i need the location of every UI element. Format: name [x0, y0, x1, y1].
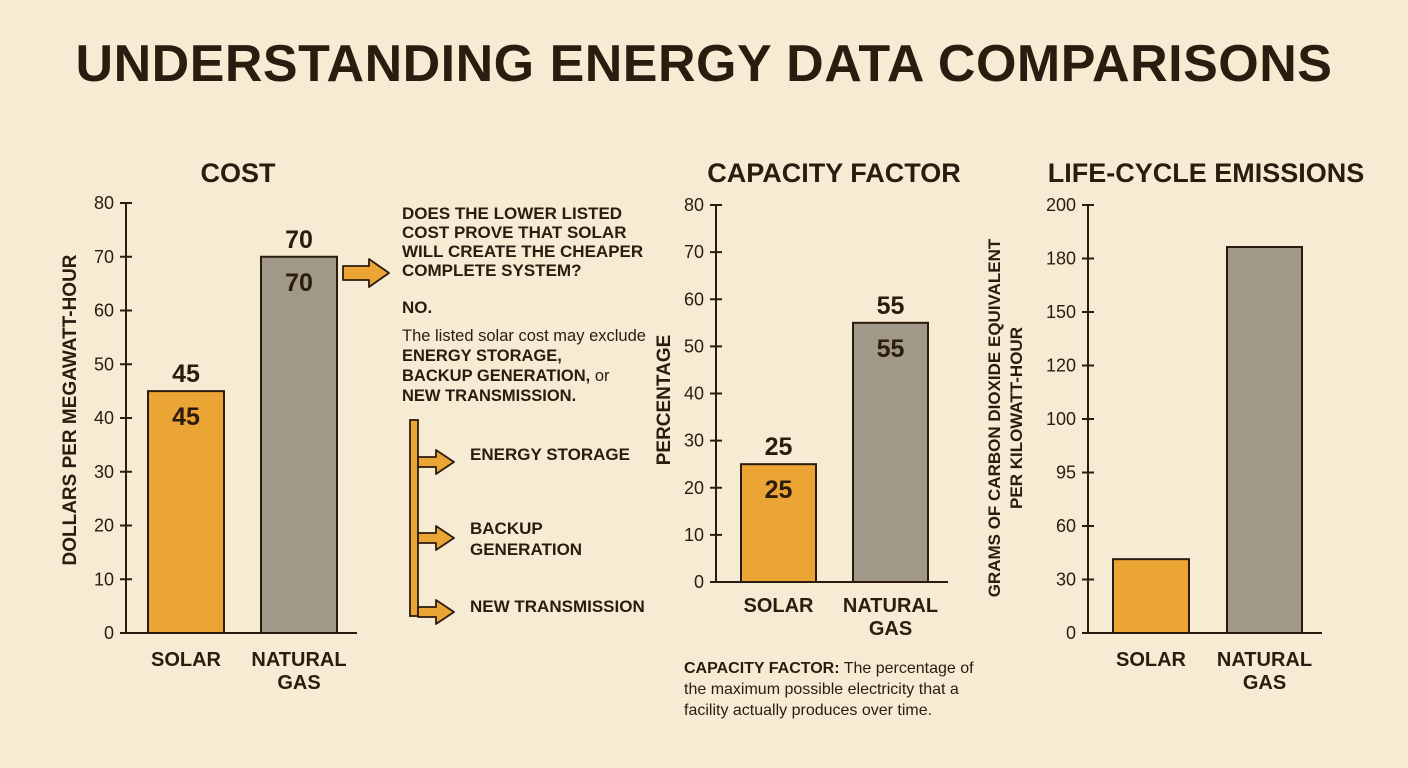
capacity-factor-bar-natural-gas: [852, 321, 929, 583]
cost-y-tick-label: 0: [104, 623, 114, 643]
cost-chart-title: COST: [200, 158, 276, 188]
callout-arrows: [342, 258, 455, 625]
emissions-y-tick-label: 95: [1056, 463, 1076, 483]
factor-item-new-transmission: NEW TRANSMISSION: [470, 597, 645, 616]
emissions-category-label-line: NATURAL: [1217, 649, 1312, 671]
cost-data-label-inside: 45: [172, 403, 200, 431]
cost-y-tick-label: 70: [94, 247, 114, 267]
emissions-y-tick-label: 180: [1046, 249, 1076, 269]
emissions-bar-solar: [1112, 558, 1190, 634]
arrow-right-icon: [417, 599, 455, 625]
capacity-factor-definition: CAPACITY FACTOR: The percentage of the m…: [684, 658, 984, 721]
capacity-factor-data-label-inside: 25: [765, 476, 793, 504]
emissions-y-tick-label: 200: [1046, 195, 1076, 215]
emissions-y-tick-label: 120: [1046, 356, 1076, 376]
callout-question: DOES THE LOWER LISTED COST PROVE THAT SO…: [402, 204, 644, 280]
capacity-factor-data-label-above: 55: [877, 292, 905, 320]
capacity-factor-y-axis-label: PERCENTAGE: [654, 335, 675, 466]
capacity-factor-data-label-inside: 55: [877, 335, 905, 363]
capacity-factor-category-label: NATURAL GAS: [843, 595, 938, 640]
factor-list: ENERGY STORAGE BACKUP GENERATION NEW TRA…: [404, 420, 654, 640]
cost-y-tick-label: 50: [94, 354, 114, 374]
capacity-factor-category-label-line: NATURAL: [843, 595, 938, 617]
arrow-right-icon: [417, 525, 455, 551]
callout-answer-bold-1: ENERGY STORAGE,: [402, 347, 562, 365]
cost-bar-natural-gas: [260, 255, 338, 634]
capacity-factor-chart-title: CAPACITY FACTOR: [707, 158, 961, 188]
cost-data-label-above: 45: [172, 360, 200, 388]
callout-answer-short: NO.: [402, 298, 433, 317]
connector-bar: [409, 419, 419, 617]
emissions-y-axis-label-line-2: PER KILOWATT-HOUR: [1007, 327, 1026, 509]
capacity-factor-y-tick-label: 70: [684, 242, 704, 262]
capacity-factor-y-tick-label: 30: [684, 431, 704, 451]
emissions-y-tick-label: 30: [1056, 570, 1076, 590]
emissions-category-label: NATURAL GAS: [1217, 649, 1312, 694]
callout-answer-bold-2: BACKUP GENERATION,: [402, 367, 591, 385]
cost-category-label-line: NATURAL: [251, 649, 346, 671]
cost-y-tick-label: 20: [94, 516, 114, 536]
capacity-factor-data-label-above: 25: [765, 433, 793, 461]
arrow-right-icon: [417, 449, 455, 475]
capacity-factor-y-tick-label: 60: [684, 289, 704, 309]
capacity-factor-chart-group: CAPACITY FACTOR 0 10 20 30 40 50 60 70 80 PERCENTA…: [654, 158, 961, 640]
cost-y-tick-label: 80: [94, 193, 114, 213]
emissions-y-tick-label: 60: [1056, 516, 1076, 536]
definition-text: The percentage of the maximum possible e…: [684, 660, 974, 719]
capacity-factor-category-label-line: GAS: [869, 618, 912, 640]
arrow-right-icon: [342, 258, 390, 288]
cost-y-tick-label: 60: [94, 301, 114, 321]
capacity-factor-y-tick-label: 40: [684, 384, 704, 404]
callout-answer-text-2: or: [590, 367, 610, 385]
callout-answer-bold-3: NEW TRANSMISSION.: [402, 387, 577, 405]
emissions-chart-group: LIFE-CYCLE EMISSIONS 0 30 60 95 100 120 150 180 2…: [985, 158, 1364, 694]
cost-category-label: SOLAR: [151, 649, 222, 671]
cost-data-label-inside: 70: [285, 269, 313, 297]
emissions-category-label: SOLAR: [1116, 649, 1187, 671]
cost-data-label-above: 70: [285, 226, 313, 254]
emissions-y-axis-label: GRAMS OF CARBON DIOXIDE EQUIVALENT PER KI…: [985, 238, 1026, 597]
emissions-y-tick-label: 100: [1046, 409, 1076, 429]
cost-y-tick-label: 40: [94, 408, 114, 428]
capacity-factor-category-label: SOLAR: [744, 595, 815, 617]
capacity-factor-y-tick-label: 80: [684, 195, 704, 215]
definition-term: CAPACITY FACTOR:: [684, 660, 840, 677]
capacity-factor-y-tick-label: 20: [684, 478, 704, 498]
cost-y-axis-label: DOLLARS PER MEGAWATT-HOUR: [60, 254, 81, 565]
capacity-factor-y-tick-label: 50: [684, 336, 704, 356]
callout-answer: The listed solar cost may exclude ENERGY…: [402, 326, 652, 406]
capacity-factor-y-tick-label: 0: [694, 572, 704, 592]
callout-box: DOES THE LOWER LISTED COST PROVE THAT SO…: [402, 204, 652, 406]
capacity-factor-bar-solar: [740, 463, 817, 583]
factor-item-backup-generation: BACKUP GENERATION: [470, 519, 583, 559]
emissions-category-label-line: GAS: [1243, 672, 1286, 694]
emissions-y-axis-label-line-1: GRAMS OF CARBON DIOXIDE EQUIVALENT: [985, 238, 1004, 597]
callout-answer-text-1: The listed solar cost may exclude: [402, 327, 646, 345]
emissions-chart-title: LIFE-CYCLE EMISSIONS: [1048, 158, 1365, 188]
cost-category-label: NATURAL GAS: [251, 649, 346, 694]
cost-y-tick-label: 10: [94, 569, 114, 589]
page-title: UNDERSTANDING ENERGY DATA COMPARISONS: [75, 35, 1333, 93]
cost-chart-group: COST 0 10 20 30 40 50 60 70 80 DOLLARS PER MEGAWAT…: [60, 158, 357, 694]
cost-bar-solar: [147, 390, 225, 634]
cost-y-tick-label: 30: [94, 462, 114, 482]
capacity-factor-y-tick-label: 10: [684, 525, 704, 545]
emissions-y-tick-label: 0: [1066, 623, 1076, 643]
cost-category-label-line: GAS: [277, 672, 320, 694]
emissions-y-tick-label: 150: [1046, 302, 1076, 322]
emissions-bar-natural-gas: [1226, 246, 1303, 634]
factor-item-energy-storage: ENERGY STORAGE: [470, 445, 630, 464]
